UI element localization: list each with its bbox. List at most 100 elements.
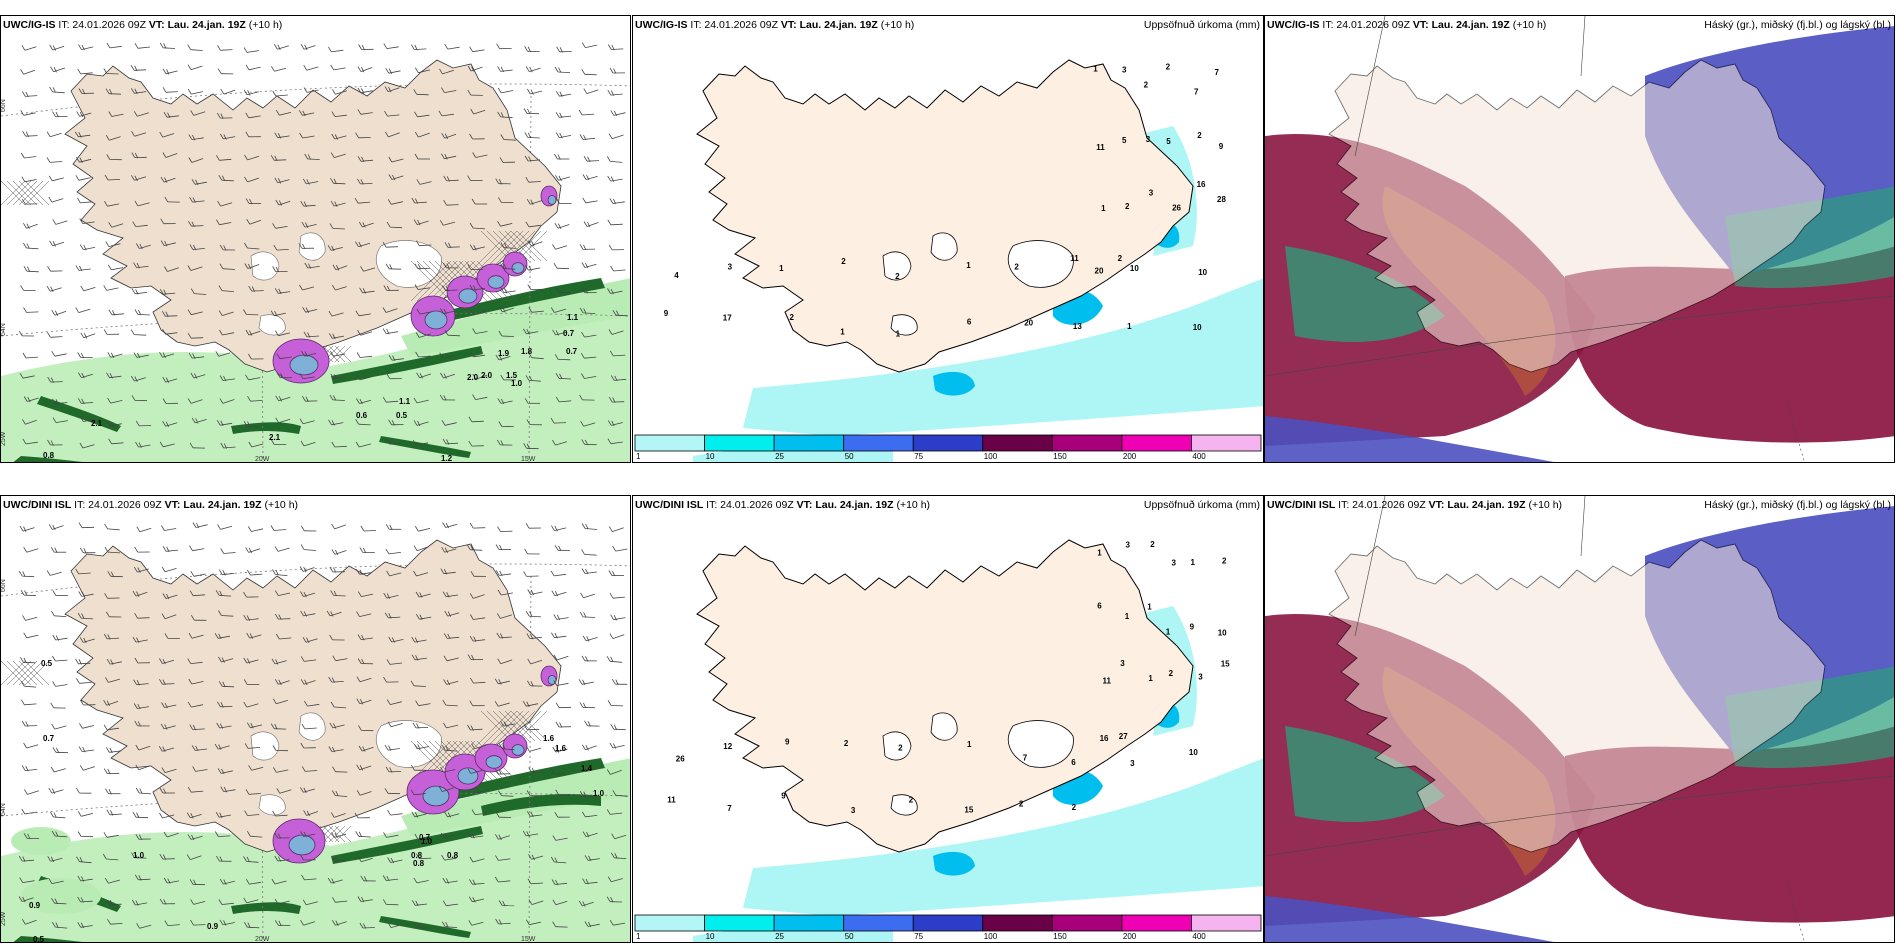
colorbar-tick: 75: [914, 932, 923, 940]
precip-value-label: 2: [898, 744, 903, 753]
wind-value-label: 0.7: [566, 347, 578, 356]
grid-lines: [1265, 16, 1894, 462]
colorbar-tick: 400: [1192, 452, 1206, 460]
colorbar-swatch: [634, 434, 705, 452]
valid-time: Lau. 24.jan. 19Z: [1447, 499, 1526, 511]
colorbar-swatch: [1121, 914, 1192, 932]
precip-value-label: 3: [1172, 559, 1177, 568]
lead-time: (+10 h): [1512, 19, 1547, 31]
lead-time: (+10 h): [880, 19, 915, 31]
precip-value-label: 26: [676, 754, 685, 763]
colorbar-svg: 1 10 25 50 75 100 150 200 400: [634, 914, 1262, 940]
precip-value-label: 27: [1119, 732, 1128, 741]
map-svg: 0.50.71.00.90.50.90.80.70.80.81.01.41.01…: [1, 496, 630, 943]
precip-value-label: 2: [1014, 263, 1019, 272]
colorbar-tick: 10: [706, 452, 715, 460]
precip-value-label: 1: [1166, 628, 1171, 637]
precip-value-label: 7: [1215, 68, 1220, 77]
valid-time: Lau. 24.jan. 19Z: [183, 499, 262, 511]
field-title: Háský (gr.), miðský (fj.bl.) og lágský (…: [1704, 19, 1891, 31]
colorbar-swatch: [1121, 434, 1192, 452]
precip-value-label: 1: [1125, 612, 1130, 621]
wind-value-label: 1.0: [511, 379, 523, 388]
precip-value-label: 2: [1150, 540, 1155, 549]
precip-value-label: 3: [1198, 672, 1203, 681]
wind-value-label: 1.5: [506, 371, 518, 380]
model-name: UWC/IG-IS: [3, 19, 56, 31]
valid-time: Lau. 24.jan. 19Z: [815, 499, 894, 511]
glaciers: [250, 712, 442, 816]
precip-value-label: 2: [1118, 254, 1123, 263]
precip-value-label: 15: [1221, 659, 1230, 668]
precip-value-label: 16: [1197, 180, 1206, 189]
precip-value-label: 6: [1071, 758, 1076, 767]
precip-value-label: 2: [1019, 799, 1024, 808]
glacier-outlines: [882, 712, 1074, 816]
wind-value-label: 0.9: [29, 901, 41, 910]
precip-value-label: 3: [1122, 66, 1127, 75]
wind-value-label: 0.8: [447, 851, 459, 860]
colorbar-swatch: [1191, 434, 1262, 452]
colorbar-tick: 200: [1123, 932, 1137, 940]
iceland-land: [696, 539, 1194, 853]
field-title: Háský (gr.), miðský (fj.bl.) og lágský (…: [1704, 499, 1891, 511]
panel-title: UWC/IG-IS IT: 24.01.2026 09Z VT: Lau. 24…: [1267, 19, 1546, 31]
wind-value-label: 1.1: [399, 397, 411, 406]
panel-title: UWC/DINI ISL IT: 24.01.2026 09Z VT: Lau.…: [1267, 499, 1562, 511]
lon-label-15w: 15W: [521, 456, 536, 463]
precip-value-label: 9: [781, 792, 786, 801]
colorbar-swatch: [843, 434, 914, 452]
lat-label-64n: 64N: [1, 323, 7, 336]
precip-value-label: 5: [1166, 137, 1171, 146]
precip-value-label: 2: [1072, 803, 1077, 812]
precip-value-label: 1: [1097, 549, 1102, 558]
valid-time-label: VT:: [796, 499, 813, 511]
valid-time-label: VT:: [1428, 499, 1445, 511]
colorbar-tick: 50: [845, 452, 854, 460]
model-name: UWC/DINI ISL: [1267, 499, 1336, 511]
precip-value-label: 15: [964, 805, 973, 814]
precip-value-label: 12: [723, 742, 732, 751]
precip-intensity-blobs: [272, 665, 558, 864]
colorbar-swatch: [634, 914, 705, 932]
wind-value-label: 2.1: [91, 419, 103, 428]
lat-label-64n: 64N: [1, 803, 7, 816]
precip-value-label: 3: [728, 263, 733, 272]
colorbar-tick: 100: [984, 932, 998, 940]
precip-value-label: 11: [1103, 677, 1112, 686]
panel-r0-c0: 2.1 0.8 2.1 0.6 0.5 1.1 1.2 2.0 1.0 0.7 1.8 0.7 1.1 2…: [0, 15, 631, 463]
precip-value-label: 2: [1144, 80, 1149, 89]
colorbar-tick: 150: [1053, 932, 1067, 940]
precip-value-label: 11: [1096, 143, 1105, 152]
precip-value-label: 10: [1218, 629, 1227, 638]
precip-intensity-blobs: [272, 185, 558, 384]
valid-time: Lau. 24.jan. 19Z: [1431, 19, 1510, 31]
init-time: IT: 24.01.2026 09Z: [1338, 499, 1426, 511]
wind-value-label: 1.4: [581, 764, 593, 773]
valid-time: Lau. 24.jan. 19Z: [799, 19, 878, 31]
precip-value-label: 7: [1023, 754, 1028, 763]
wind-value-label: 1.1: [567, 313, 579, 322]
precip-value-label: 3: [1120, 659, 1125, 668]
precip-value-label: 17: [723, 314, 732, 323]
colorbar-swatch: [1051, 914, 1123, 932]
lead-time: (+10 h): [1528, 499, 1563, 511]
precip-value-label: 16: [1100, 734, 1109, 743]
lon-label-20w: 20W: [255, 936, 270, 943]
precip-value-label: 10: [1189, 748, 1198, 757]
colorbar-tick: 25: [775, 932, 784, 940]
precip-value-label: 10: [1198, 268, 1207, 277]
map-svg: 2.1 0.8 2.1 0.6 0.5 1.1 1.2 2.0 1.0 0.7 1.8 0.7 1.1 2…: [1, 16, 630, 463]
wind-value-label: 0.5: [396, 411, 408, 420]
model-name: UWC/DINI ISL: [635, 499, 704, 511]
precip-value-label: 4: [674, 271, 679, 280]
glacier-outlines: [882, 232, 1074, 336]
colorbar-swatch: [843, 914, 914, 932]
precip-value-label: 7: [1194, 88, 1199, 97]
wind-value-label: 1.6: [543, 734, 555, 743]
wind-value-label: 0.7: [43, 734, 55, 743]
init-time: IT: 24.01.2026 09Z: [58, 19, 146, 31]
